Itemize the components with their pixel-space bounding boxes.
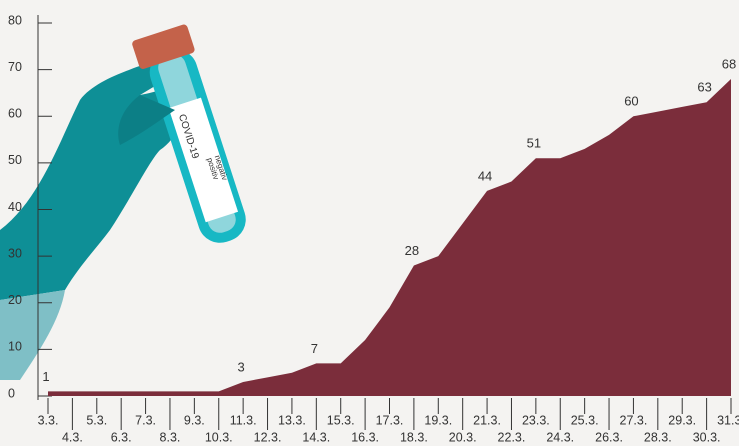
x-tick-label: 15.3.	[327, 413, 355, 427]
chart: COVID-19 positiv negativ 010203040506070…	[0, 0, 739, 446]
x-tick-label: 28.3.	[644, 430, 672, 444]
x-tick-label: 7.3.	[135, 413, 156, 427]
x-tick-label: 19.3.	[424, 413, 452, 427]
x-tick-label: 4.3.	[62, 430, 83, 444]
x-tick-label: 21.3.	[473, 413, 501, 427]
x-tick-label: 8.3.	[160, 430, 181, 444]
x-tick-label: 14.3.	[302, 430, 330, 444]
data-label: 1	[42, 369, 49, 384]
x-tick-label: 31.3.	[717, 413, 739, 427]
x-tick-label: 16.3.	[351, 430, 379, 444]
x-tick-label: 30.3.	[693, 430, 721, 444]
x-tick-label: 20.3.	[449, 430, 477, 444]
x-tick-label: 24.3.	[546, 430, 574, 444]
x-tick-label: 18.3.	[400, 430, 428, 444]
y-tick-label: 10	[8, 340, 22, 354]
x-tick-label: 12.3.	[254, 430, 282, 444]
x-tick-label: 29.3.	[668, 413, 696, 427]
x-tick-label: 10.3.	[205, 430, 233, 444]
x-tick-label: 6.3.	[111, 430, 132, 444]
y-tick-label: 0	[8, 386, 15, 400]
x-tick-label: 25.3.	[571, 413, 599, 427]
x-tick-label: 27.3.	[620, 413, 648, 427]
y-tick-label: 60	[8, 107, 22, 121]
y-tick-label: 30	[8, 246, 22, 260]
x-tick-label: 26.3.	[595, 430, 623, 444]
y-tick-label: 50	[8, 153, 22, 167]
y-tick-label: 20	[8, 293, 22, 307]
x-tick-label: 17.3.	[376, 413, 404, 427]
data-label: 28	[405, 243, 419, 258]
data-label: 3	[238, 359, 245, 374]
data-label: 44	[478, 168, 492, 183]
y-tick-label: 70	[8, 60, 22, 74]
x-tick-label: 5.3.	[86, 413, 107, 427]
y-tick-label: 80	[8, 13, 22, 27]
x-tick-label: 9.3.	[184, 413, 205, 427]
y-tick-label: 40	[8, 200, 22, 214]
x-tick-label: 11.3.	[230, 413, 257, 427]
data-label: 60	[624, 94, 638, 109]
data-label: 51	[527, 136, 541, 151]
x-tick-label: 22.3.	[498, 430, 526, 444]
x-tick-label: 13.3.	[278, 413, 306, 427]
x-tick-label: 3.3.	[38, 413, 59, 427]
data-label: 7	[311, 341, 318, 356]
x-tick-label: 23.3.	[522, 413, 550, 427]
data-label: 63	[697, 80, 711, 95]
data-label: 68	[722, 56, 736, 71]
